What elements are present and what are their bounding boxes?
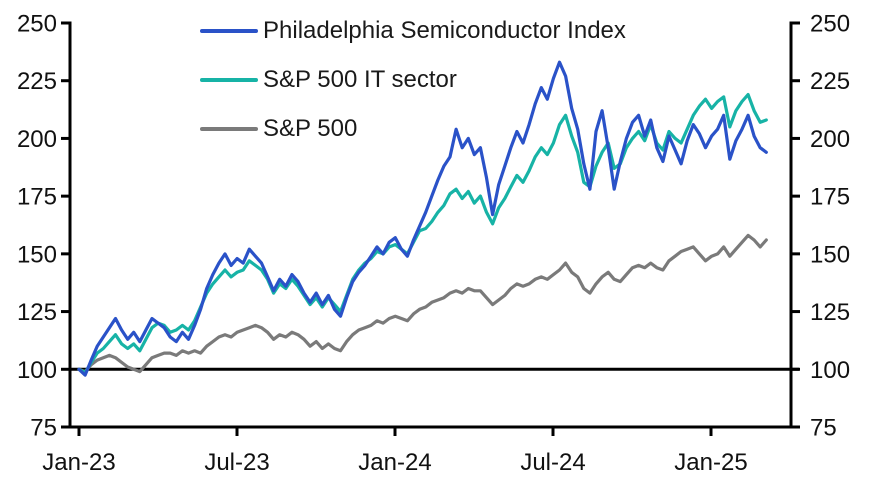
y-axis-tick-label-left: 125: [17, 299, 57, 326]
y-axis-tick-label-right: 175: [810, 184, 850, 211]
sp500-it-line-swatch: [200, 77, 258, 82]
legend-label-sox: Philadelphia Semiconductor Index: [263, 16, 626, 44]
y-axis-tick-label-right: 150: [810, 241, 850, 268]
y-axis-tick-label-right: 250: [810, 11, 850, 38]
y-axis-tick-label-left: 100: [17, 357, 57, 384]
y-axis-tick-label-left: 175: [17, 184, 57, 211]
series-line-0: [77, 60, 768, 377]
y-axis-tick-label-left: 150: [17, 241, 57, 268]
y-axis-tick-label-left: 200: [17, 126, 57, 153]
series-line-2: [77, 233, 768, 374]
sp500-line-swatch: [200, 126, 258, 131]
x-axis-tick-label: Jul-23: [204, 449, 269, 476]
y-axis-tick-label-right: 125: [810, 299, 850, 326]
legend-item-sp500: S&P 500: [200, 104, 626, 153]
y-axis-tick-label-left: 75: [30, 415, 57, 442]
x-axis-tick-label: Jan-24: [358, 449, 431, 476]
x-axis-tick-label: Jan-23: [42, 449, 115, 476]
y-axis-tick-label-right: 200: [810, 126, 850, 153]
x-axis-tick-label: Jan-25: [674, 449, 747, 476]
y-axis-tick-label-left: 225: [17, 68, 57, 95]
y-axis-tick-label-right: 225: [810, 68, 850, 95]
y-axis-tick-label-right: 100: [810, 357, 850, 384]
x-axis-tick-label: Jul-24: [520, 449, 585, 476]
legend-item-sox: Philadelphia Semiconductor Index: [200, 6, 626, 55]
y-axis-tick-label-left: 250: [17, 11, 57, 38]
legend-label-sp500: S&P 500: [263, 114, 358, 142]
legend-item-sp500-it: S&P 500 IT sector: [200, 55, 626, 104]
y-axis-tick-label-right: 75: [810, 415, 837, 442]
sox-line-swatch: [200, 28, 258, 33]
chart-legend: Philadelphia Semiconductor Index S&P 500…: [200, 6, 626, 153]
legend-label-sp500-it: S&P 500 IT sector: [263, 65, 457, 93]
